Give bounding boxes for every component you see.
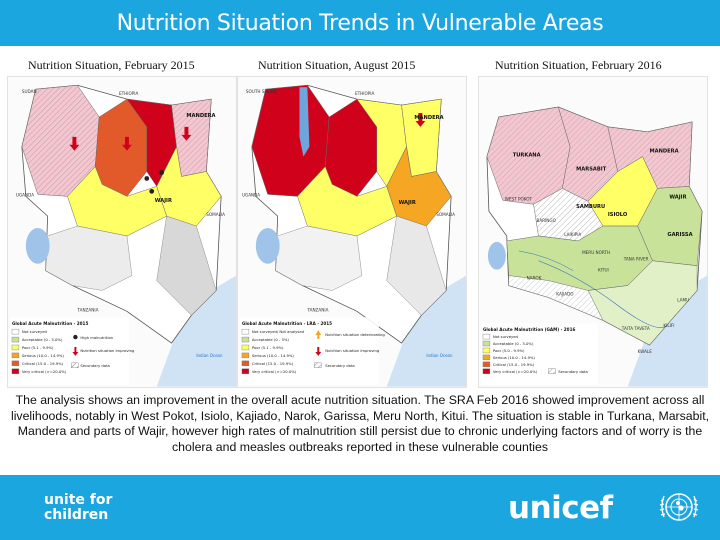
map1-label-6: TANZANIA (76, 307, 98, 312)
map3-label-7: BARINGO (536, 218, 556, 223)
map1-label-0: SUDAN (22, 89, 37, 94)
map3-label-9: GARISSA (667, 232, 692, 238)
circle-marker-icon (73, 334, 78, 340)
map1-legend-item-3: Serious (10.0 - 14.9%) (22, 354, 65, 358)
map3-legend-item-0: Not surveyed (493, 335, 519, 339)
unicef-logo: unicef (508, 490, 613, 526)
map2-legend-item-3: Serious (10.0 - 14.9%) (252, 354, 295, 358)
map3-label-13: NAROK (527, 276, 542, 281)
map3-label-12: KITUI (598, 268, 609, 273)
map3-label-18: KILIFI (663, 323, 674, 328)
map2-legend-symbol-2: Secondary data (325, 364, 355, 368)
unicef-emblem-icon (659, 493, 699, 521)
map3-label-0: TURKANA (513, 153, 541, 159)
map3-label-6: ISIOLO (608, 212, 628, 218)
map3-legend-item-4: Critical (15.0 - 19.9%) (493, 363, 535, 367)
map1-legend-item-1: Acceptable (0 - 5.0%) (22, 338, 63, 342)
map-caption-aug-2015: Nutrition Situation, August 2015 (258, 58, 416, 72)
map1-legend-symbol-2: Secondary data (80, 364, 110, 368)
map-caption-feb-2016: Nutrition Situation, February 2016 (495, 58, 662, 72)
map3-label-15: TAITA TAVETA (621, 326, 650, 331)
footer: unite for children unicef (0, 475, 720, 540)
map3-label-16: KWALE (638, 349, 653, 354)
map1-legend-symbol-0: High malnutrition (80, 336, 113, 340)
map2-legend-item-2: Poor (5.1 - 9.9%) (252, 346, 284, 350)
map2-legend-item-1: Acceptable (0 - 5%) (252, 338, 290, 342)
up-arrow-icon (315, 330, 322, 340)
map-feb-2015: SUDAN ETHIOPIA UGANDA SOMALIA MANDERA WA… (7, 76, 237, 388)
map2-label-3: SOMALIA (436, 212, 455, 217)
map1-legend-item-0: Not surveyed (22, 330, 48, 334)
map1-label-5: WAJIR (155, 198, 172, 204)
map2-legend-item-5: Very critical (>=20.0%) (252, 370, 297, 374)
map3-legend-item-2: Poor (5.0 - 9.9%) (493, 349, 525, 353)
tagline-line-1: unite for (44, 492, 113, 508)
map1-legend-item-5: Very critical (>=20.0%) (22, 370, 67, 374)
map3-legend-title: Global Acute Malnutrition (GAM) - 2016 (483, 327, 576, 332)
title-bar: Nutrition Situation Trends in Vulnerable… (0, 0, 720, 46)
unite-for-children-tagline: unite for children (44, 493, 112, 523)
map3-legend-item-5: Very critical (>=20.0%) (493, 370, 538, 374)
map3-legend-item-1: Acceptable (0 - 5.0%) (493, 342, 534, 346)
map1-legend: Global Acute Malnutrition - 2015 Not sur… (9, 317, 135, 385)
map2-label-2: UGANDA (242, 192, 260, 197)
map2-legend-item-0: Not surveyed/ Not analysed (252, 330, 305, 334)
analysis-text: The analysis shows an improvement in the… (10, 393, 710, 454)
map-aug-2015-figure: SOUTH SUDAN ETHIOPIA UGANDA SOMALIA MAND… (239, 84, 466, 387)
map1-label-4: MANDERA (186, 113, 215, 119)
map1-label-3: SOMALIA (206, 212, 225, 217)
page-title: Nutrition Situation Trends in Vulnerable… (116, 10, 604, 36)
hatch-pattern-icon (314, 362, 322, 369)
map3-label-11: MERU NORTH (582, 250, 610, 255)
map2-label-7: Indian Ocean (426, 353, 453, 358)
map-caption-feb-2015: Nutrition Situation, February 2015 (28, 58, 195, 72)
map3-legend: Global Acute Malnutrition (GAM) - 2016 N… (480, 323, 598, 385)
map2-legend: Global Acute Malnutrition - LRA - 2015 N… (239, 317, 385, 385)
map-feb-2016-figure: TURKANA MANDERA MARSABIT WAJIR WEST POKO… (480, 106, 707, 387)
map1-legend-symbol-1: Nutrition situation improving (80, 349, 135, 353)
map3-label-2: MARSABIT (576, 167, 607, 173)
down-arrow-icon (72, 346, 79, 356)
map3-label-17: LAMU (677, 297, 689, 302)
map1-legend-title: Global Acute Malnutrition - 2015 (12, 321, 88, 326)
map2-legend-title: Global Acute Malnutrition - LRA - 2015 (242, 321, 332, 326)
map1-label-2: UGANDA (16, 192, 34, 197)
map-aug-2015: SOUTH SUDAN ETHIOPIA UGANDA SOMALIA MAND… (237, 76, 467, 388)
map2-label-0: SOUTH SUDAN (246, 89, 277, 94)
map2-label-5: WAJIR (399, 200, 416, 206)
map-feb-2016: TURKANA MANDERA MARSABIT WAJIR WEST POKO… (478, 76, 708, 388)
down-arrow-icon (315, 346, 322, 356)
hatch-pattern-icon (548, 368, 556, 374)
map3-label-4: WEST POKOT (505, 196, 533, 201)
map3-label-10: TANA RIVER (623, 257, 649, 262)
map2-label-6: TANZANIA (306, 307, 328, 312)
map1-legend-item-4: Critical (15.0 - 19.9%) (22, 362, 64, 366)
tagline-line-2: children (44, 507, 109, 523)
map3-label-1: MANDERA (650, 149, 679, 155)
map-feb-2015-figure: SUDAN ETHIOPIA UGANDA SOMALIA MANDERA WA… (9, 84, 236, 387)
map3-legend-symbol-0: Secondary data (558, 370, 588, 374)
map2-label-4: MANDERA (414, 115, 443, 121)
map2-legend-symbol-1: Nutrition situation improving (325, 349, 380, 353)
hatch-pattern-icon (71, 362, 79, 369)
map3-label-8: LAIKIPIA (564, 232, 581, 237)
map3-label-14: KAJIADO (556, 291, 574, 296)
map2-legend-item-4: Critical (15.0 - 19.9%) (252, 362, 294, 366)
map2-legend-symbol-0: Nutrition situation deteriorating (325, 333, 385, 337)
map1-label-1: ETHIOPIA (119, 91, 139, 96)
map3-label-5: SAMBURU (576, 204, 605, 210)
map3-label-3: WAJIR (669, 194, 686, 200)
map2-label-1: ETHIOPIA (355, 91, 375, 96)
map1-label-7: Indian Ocean (196, 353, 223, 358)
map1-legend-item-2: Poor (5.1 - 9.9%) (22, 346, 54, 350)
map3-legend-item-3: Serious (10.0 - 14.9%) (493, 356, 536, 360)
